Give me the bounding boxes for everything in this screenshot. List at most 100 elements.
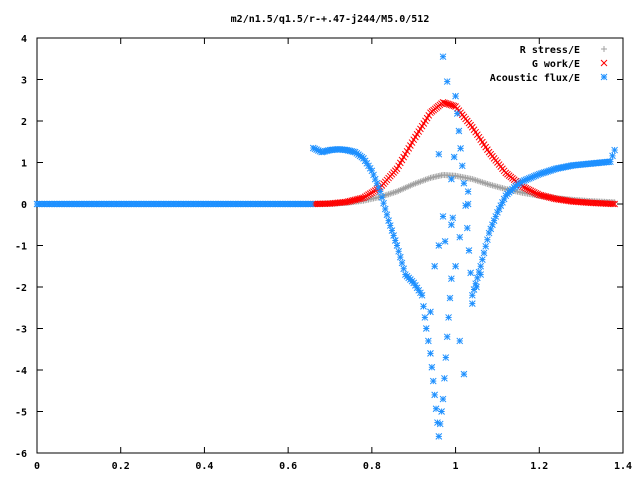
data-point [527,187,535,195]
data-point [439,395,447,403]
x-tick-label: 0.6 [279,461,297,472]
data-point [468,291,476,299]
plot-frame [36,37,624,454]
y-tick-label: 2 [21,117,27,128]
data-point [383,211,391,219]
data-point [520,184,528,191]
data-point [607,158,614,166]
x-tick-label: 1 [453,461,459,472]
data-point [400,265,408,273]
data-point [482,242,490,250]
data-point [477,262,485,270]
data-point [473,283,480,291]
data-point [460,179,468,187]
x-tick-label: 1.2 [530,461,548,472]
data-point [420,303,427,310]
data-point [418,291,426,299]
data-point [530,189,538,196]
data-point [457,145,464,152]
y-tick-label: 4 [21,34,27,45]
data-point [435,433,443,440]
data-point [378,194,386,201]
y-tick-label: -6 [15,449,27,460]
data-point [439,53,447,61]
legend-label: R stress/E [520,45,580,56]
data-point [438,408,445,415]
y-tick-label: -3 [15,325,27,336]
legend-label: G work/E [532,59,580,70]
data-point [436,420,444,428]
y-tick-label: -2 [15,283,27,294]
plot-area [33,53,618,440]
data-point [522,184,530,192]
data-point [532,189,540,197]
data-point [396,253,404,261]
data-point [467,269,474,277]
data-point [427,308,434,316]
data-point [611,146,618,154]
data-point [448,275,455,283]
legend-marker [600,59,608,67]
data-point [450,153,458,161]
data-point [609,152,616,160]
data-point [439,213,447,220]
x-tick-label: 0 [34,461,40,472]
data-point [448,221,455,229]
data-point [445,314,452,321]
data-point [455,127,463,135]
legend: R stress/E G work/E Acoustic flux/E [490,45,608,84]
legend-marker [601,46,607,52]
data-point [480,249,488,257]
data-point [435,242,443,249]
data-point [449,214,457,222]
y-tick-label: 1 [21,159,27,170]
data-point [448,175,455,183]
legend-marker [600,73,608,81]
y-tick-label: 0 [21,200,27,211]
data-point [358,194,366,202]
data-point [432,405,440,413]
data-point [524,185,531,193]
data-point [398,259,406,267]
data-point [479,256,486,263]
x-tick-label: 0.2 [112,461,130,472]
y-axis: 4 3 2 1 0 -1 -2 -3 -4 -5 -6 [15,34,623,460]
legend-label: Acoustic flux/E [490,72,580,84]
data-point [458,162,466,170]
data-point [431,262,438,270]
data-point [453,110,461,117]
series-2 [33,92,618,440]
data-point [456,337,464,345]
data-point [435,150,443,158]
data-point [525,186,533,194]
data-point [395,247,402,255]
y-tick-label: -4 [15,366,27,377]
data-point [425,337,432,345]
data-point [465,247,473,254]
x-tick-label: 1.4 [614,461,632,472]
data-point [431,391,438,399]
data-point [456,233,464,241]
data-point [393,242,401,249]
data-point [422,325,430,332]
data-point [477,271,485,278]
data-point [484,236,491,244]
data-point [381,205,389,213]
data-point [452,262,459,270]
data-point [441,374,448,382]
data-point [380,199,387,207]
y-tick-label: -1 [15,242,27,253]
y-tick-label: -5 [15,408,27,419]
data-point [460,370,468,378]
data-point [443,333,451,341]
data-point [443,78,451,85]
data-point [442,354,450,361]
x-tick-label: 0.8 [363,461,381,472]
data-point [452,92,459,100]
chart-title: m2/n1.5/q1.5/r-+.47-j244/M5.0/512 [231,13,430,25]
series-3 [427,53,485,378]
data-point [427,350,434,357]
data-point [609,200,617,208]
data-point [434,419,441,426]
data-point [611,200,618,208]
